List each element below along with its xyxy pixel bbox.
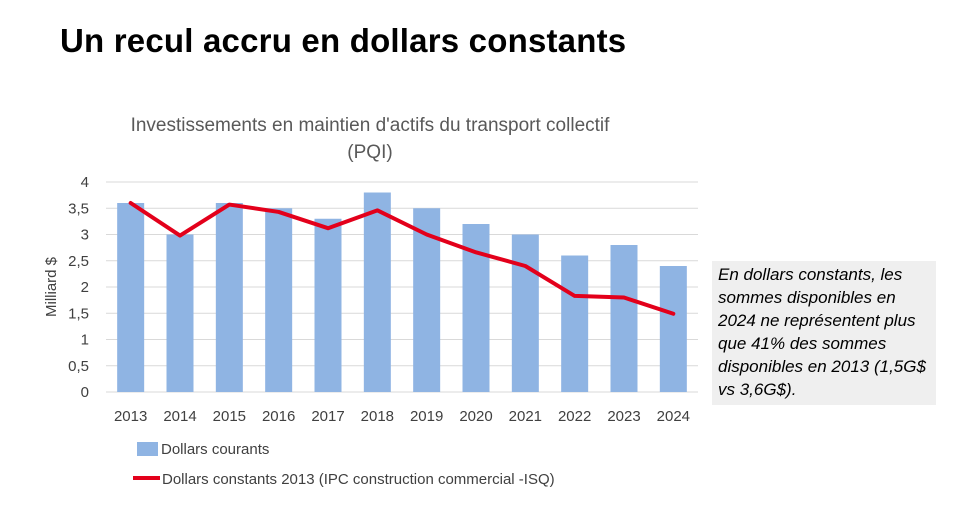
x-tick-label: 2018 — [361, 408, 394, 425]
gridlines — [106, 181, 698, 393]
x-tick-label: 2023 — [607, 408, 640, 425]
bar — [117, 203, 145, 392]
annotation-text: En dollars constants, les sommes disponi… — [718, 265, 926, 399]
x-tick-label: 2024 — [657, 408, 690, 425]
chart-title: Investissements en maintien d'actifs du … — [90, 112, 650, 166]
y-tick-label: 1,5 — [68, 305, 89, 322]
bar — [659, 266, 687, 392]
slide-title: Un recul accru en dollars constants — [60, 22, 627, 59]
bar — [265, 208, 293, 392]
bar-series — [117, 192, 687, 392]
x-tick-label: 2016 — [262, 408, 295, 425]
legend-label-bar: Dollars courants — [161, 441, 269, 458]
bar — [166, 234, 194, 392]
series-line — [128, 201, 676, 316]
chart-title-line1: Investissements en maintien d'actifs du … — [130, 115, 610, 136]
y-tick-label: 3,5 — [68, 200, 89, 217]
legend-swatch-bar — [137, 442, 158, 456]
x-tick-label: 2021 — [509, 408, 542, 425]
line-series — [128, 201, 676, 316]
bar — [363, 192, 391, 392]
bar — [511, 234, 539, 392]
y-tick-label: 2 — [81, 279, 89, 296]
y-axis-label: Milliard $ — [43, 256, 60, 317]
annotation-box: En dollars constants, les sommes disponi… — [712, 261, 936, 405]
y-tick-label: 2,5 — [68, 253, 89, 270]
x-tick-label: 2020 — [459, 408, 492, 425]
y-tick-label: 4 — [81, 174, 89, 191]
legend-label-line: Dollars constants 2013 (IPC construction… — [162, 471, 555, 488]
y-axis-ticks: 0 0,5 1 1,5 2 2,5 3 3,5 4 — [68, 174, 89, 401]
bar — [215, 203, 243, 392]
y-tick-label: 0,5 — [68, 358, 89, 375]
bar — [561, 255, 589, 392]
y-tick-label: 0 — [81, 384, 89, 401]
bar — [610, 245, 638, 392]
y-tick-label: 1 — [81, 332, 89, 349]
x-tick-label: 2014 — [163, 408, 196, 425]
bar — [314, 218, 342, 392]
chart-title-line2: (PQI) — [347, 142, 393, 163]
x-tick-label: 2015 — [213, 408, 246, 425]
x-tick-label: 2019 — [410, 408, 443, 425]
x-axis-ticks: 2013 2014 2015 2016 2017 2018 2019 2020 2021 2022… — [114, 408, 690, 425]
x-tick-label: 2013 — [114, 408, 147, 425]
y-tick-label: 3 — [81, 227, 89, 244]
x-tick-label: 2022 — [558, 408, 591, 425]
x-tick-label: 2017 — [311, 408, 344, 425]
